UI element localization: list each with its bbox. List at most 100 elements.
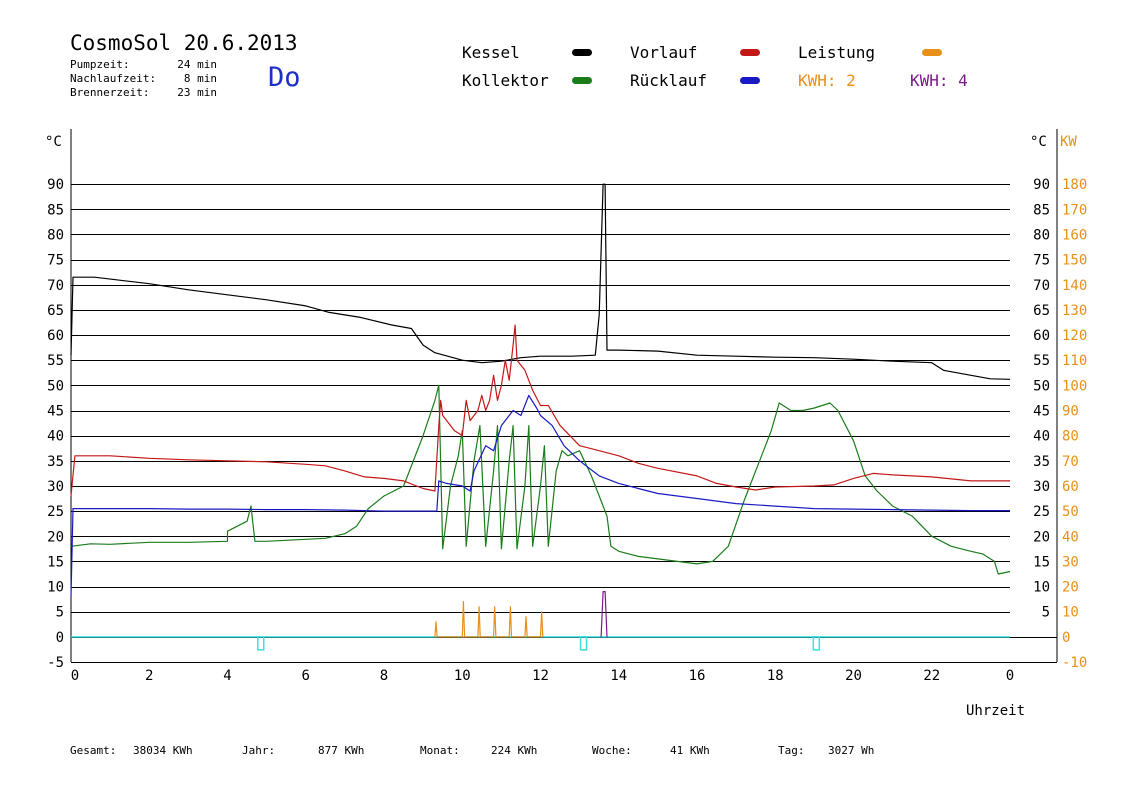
footer-gesamt-label: Gesamt: <box>70 744 117 757</box>
y-tick-left-label: 40 <box>47 429 64 445</box>
y-tick-power-label: 170 <box>1062 202 1087 218</box>
y-tick-left-label: 25 <box>47 504 64 520</box>
legend-leistung-label: Leistung <box>798 43 876 62</box>
y-unit-power-label: KW <box>1060 134 1077 150</box>
y-tick-power-label: 80 <box>1062 429 1079 445</box>
y-tick-power-label: 20 <box>1062 580 1079 596</box>
nachlaufzeit-label: Nachlaufzeit: <box>70 72 157 85</box>
series-ruecklauf <box>70 394 1010 597</box>
y-tick-power-label: 180 <box>1062 177 1087 193</box>
pumpzeit-value: 24 min <box>177 58 217 71</box>
legend-kessel-label: Kessel <box>462 43 520 62</box>
footer-tag-label: Tag: <box>778 744 805 757</box>
y-tick-power-label: 30 <box>1062 554 1079 570</box>
y-tick-right-label: 55 <box>1033 353 1050 369</box>
y-tick-right-label: 65 <box>1033 303 1050 319</box>
legend-kollektor-label: Kollektor <box>462 71 549 90</box>
x-tick-label: 22 <box>923 668 940 684</box>
x-axis-label: Uhrzeit <box>966 703 1025 719</box>
y-tick-left-label: 15 <box>47 554 64 570</box>
x-tick-label: 16 <box>689 668 706 684</box>
series-brenner <box>600 591 608 637</box>
weekday-label: Do <box>268 62 301 93</box>
brennerzeit-label: Brennerzeit: <box>70 86 150 99</box>
legend-ruecklauf-swatch <box>740 77 760 84</box>
y-tick-right-label: 5 <box>1042 605 1050 621</box>
x-tick-label: 2 <box>145 668 153 684</box>
y-tick-right-label: 40 <box>1033 429 1050 445</box>
y-tick-power-label: 90 <box>1062 404 1079 420</box>
x-tick-label: 20 <box>845 668 862 684</box>
legend-leistung-swatch <box>922 49 942 56</box>
y-tick-right-label: 10 <box>1033 580 1050 596</box>
legend-kollektor-swatch <box>572 77 592 84</box>
footer-monat-label: Monat: <box>420 744 460 757</box>
y-tick-power-label: 0 <box>1062 630 1070 646</box>
y-tick-power-label: 10 <box>1062 605 1079 621</box>
y-tick-power-label: 110 <box>1062 353 1087 369</box>
footer-woche-value: 41 KWh <box>670 744 710 757</box>
series-leistung <box>434 601 544 638</box>
y-tick-left-label: 5 <box>56 605 64 621</box>
footer-tag-value: 3027 Wh <box>828 744 875 757</box>
y-unit-right-label: °C <box>1030 134 1047 150</box>
y-tick-left-label: 55 <box>47 353 64 369</box>
y-tick-right-label: 25 <box>1033 504 1050 520</box>
brennerzeit-value: 23 min <box>177 86 217 99</box>
y-tick-power-label: 140 <box>1062 278 1087 294</box>
y-tick-left-label: 45 <box>47 404 64 420</box>
footer-gesamt-value: 38034 KWh <box>133 744 193 757</box>
chart-title: CosmoSol 20.6.2013 <box>70 31 298 55</box>
legend-ruecklauf-label: Rücklauf <box>630 71 708 90</box>
series-vorlauf <box>70 324 1010 497</box>
y-tick-left-label: 65 <box>47 303 64 319</box>
y-tick-left-label: 50 <box>47 378 64 394</box>
y-tick-left-label: 0 <box>56 630 64 646</box>
nachlaufzeit-value: 8 min <box>183 72 217 85</box>
legend-vorlauf-label: Vorlauf <box>630 43 698 62</box>
footer-woche-label: Woche: <box>592 744 632 757</box>
baseline-marker <box>579 636 588 651</box>
x-tick-label: 10 <box>454 668 471 684</box>
y-tick-power-label: -10 <box>1062 655 1087 671</box>
y-tick-power-label: 70 <box>1062 454 1079 470</box>
y-tick-power-label: 130 <box>1062 303 1087 319</box>
x-tick-label: 4 <box>223 668 231 684</box>
baseline-marker <box>257 636 265 651</box>
x-tick-label: 0 <box>1006 668 1014 684</box>
y-tick-left-label: 10 <box>47 580 64 596</box>
y-tick-left-label: 80 <box>47 227 64 243</box>
y-tick-left-label: 60 <box>47 328 64 344</box>
y-tick-right-label: 15 <box>1033 554 1050 570</box>
y-tick-power-label: 40 <box>1062 529 1079 545</box>
y-tick-right-label: 60 <box>1033 328 1050 344</box>
y-tick-right-label: 35 <box>1033 454 1050 470</box>
legend-vorlauf-swatch <box>740 49 760 56</box>
y-tick-left-label: 90 <box>47 177 64 193</box>
y-tick-power-label: 50 <box>1062 504 1079 520</box>
y-tick-power-label: 60 <box>1062 479 1079 495</box>
y-tick-right-label: 80 <box>1033 227 1050 243</box>
y-tick-left-label: 35 <box>47 454 64 470</box>
footer-jahr-label: Jahr: <box>242 744 276 757</box>
x-tick-label: 14 <box>610 668 627 684</box>
y-tick-right-label: 85 <box>1033 202 1050 218</box>
pumpzeit-row: Pumpzeit: <box>70 58 130 71</box>
pumpzeit-label: Pumpzeit: <box>70 58 130 71</box>
y-tick-right-label: 30 <box>1033 479 1050 495</box>
y-tick-left-label: 20 <box>47 529 64 545</box>
baseline-marker <box>812 636 821 651</box>
legend-kwh-a: KWH: 2 <box>798 71 856 90</box>
x-tick-label: 6 <box>302 668 310 684</box>
y-tick-right-label: 45 <box>1033 404 1050 420</box>
footer-jahr-value: 877 KWh <box>318 744 365 757</box>
y-tick-power-label: 120 <box>1062 328 1087 344</box>
y-tick-power-label: 100 <box>1062 378 1087 394</box>
legend-kessel-swatch <box>572 49 592 56</box>
y-tick-left-label: -5 <box>47 655 64 671</box>
y-tick-left-label: 70 <box>47 278 64 294</box>
x-tick-label: 8 <box>380 668 388 684</box>
y-unit-left-label: °C <box>45 134 62 150</box>
y-tick-left-label: 30 <box>47 479 64 495</box>
